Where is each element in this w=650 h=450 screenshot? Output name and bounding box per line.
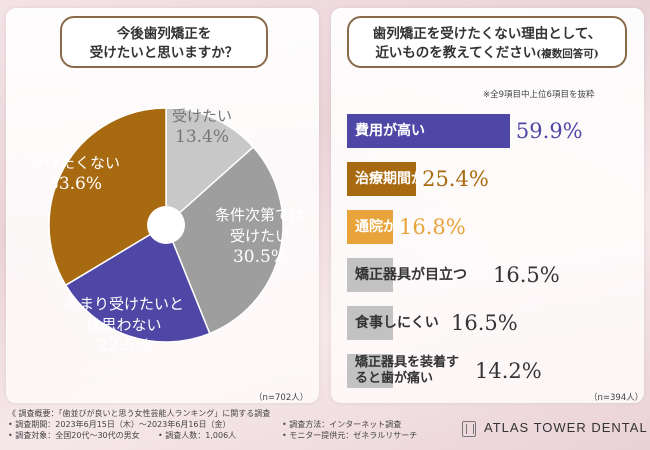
tower-logo-icon	[462, 421, 476, 437]
pie-center-hole	[147, 206, 185, 244]
bar-2	[347, 210, 393, 244]
footer: 《 調査概要：「歯並びが良いと思う女性芸能人ランキング」に関する調査 • 調査期…	[0, 407, 650, 450]
pie-label-not-really: あまり受けたいとは思わない 22.5%	[62, 294, 186, 357]
footer-provider: • モニター提供元：ゼネラルリサーチ	[282, 431, 418, 440]
bar-row: 治療期間が長い 25.4%	[347, 162, 619, 196]
pie-label-dont-want: 受けたくない 33.6%	[30, 153, 120, 195]
bar-value-label: 16.5%	[451, 311, 518, 335]
bar-row: 費用が高い 59.9%	[347, 114, 619, 148]
pie-chart	[48, 107, 284, 343]
pie-label-conditional-name: 条件次第では受けたい	[214, 206, 305, 245]
bar-row: 矯正器具を装着すると歯が痛い 14.2%	[347, 354, 619, 388]
bar-question-box: 歯列矯正を受けたくない理由として、 近いものを教えてください(複数回答可)	[347, 16, 627, 68]
pie-label-not-really-name: あまり受けたいとは思わない	[63, 295, 184, 334]
bar-3	[347, 258, 393, 292]
bar-chart-panel: 歯列矯正を受けたくない理由として、 近いものを教えてください(複数回答可) ※全…	[331, 8, 644, 403]
pie-label-want: 受けたい 13.4%	[172, 106, 232, 148]
bar-value-label: 25.4%	[422, 167, 489, 191]
bar-row: 通院が面倒 16.8%	[347, 210, 619, 244]
bar-value-label: 59.9%	[515, 119, 583, 143]
bar-question-main: 近いものを教えてください	[375, 45, 537, 61]
bar-category-label: 矯正器具を装着すると歯が痛い	[355, 355, 460, 386]
bar-sample-note: （n=394人）	[589, 393, 644, 403]
footer-method: • 調査方法：インターネット調査	[282, 420, 402, 429]
footer-overview: 《 調査概要：「歯並びが良いと思う女性芸能人ランキング」に関する調査	[8, 409, 271, 418]
footer-target: • 調査対象：全国20代～30代の男女	[8, 431, 140, 440]
bar-category-label: 矯正器具が目立つ	[355, 267, 467, 283]
brand-name: ATLAS TOWER DENTAL	[484, 420, 648, 435]
pie-sample-note: （n=702人）	[254, 393, 309, 403]
pie-question-line-2: 受けたいと思いますか？	[89, 45, 239, 61]
pie-question-box: 今後歯列矯正を 受けたいと思いますか？	[60, 16, 268, 68]
bar-question-suffix: (複数回答可)	[536, 48, 599, 60]
bar-question-line-1: 歯列矯正を受けたくない理由として、	[372, 26, 602, 42]
bar-category-label: 治療期間が長い	[355, 171, 453, 187]
pie-slice-3	[48, 107, 167, 287]
bar-0	[347, 114, 510, 148]
pie-label-conditional: 条件次第では受けたい 30.5%	[212, 205, 308, 268]
bar-value-label: 16.8%	[399, 215, 466, 239]
bar-row: 食事しにくい 16.5%	[347, 306, 619, 340]
bar-subnote: ※全9項目中上位6項目を抜粋	[483, 90, 595, 100]
bar-category-label: 通院が面倒	[355, 219, 425, 235]
bar-question-line-2: 近いものを教えてください(複数回答可)	[349, 44, 625, 64]
pie-slice-1	[165, 146, 284, 335]
bar-row: 矯正器具が目立つ 16.5%	[347, 258, 619, 292]
pie-question-line-1: 今後歯列矯正を	[116, 26, 212, 42]
pie-label-dont-want-name: 受けたくない	[30, 154, 121, 172]
bar-value-label: 16.5%	[493, 263, 560, 287]
pie-slice-2	[64, 223, 211, 343]
footer-count: • 調査人数：1,006人	[158, 431, 237, 440]
pie-label-conditional-value: 30.5%	[232, 247, 287, 267]
pie-label-dont-want-value: 33.6%	[48, 174, 103, 194]
bar-5	[347, 354, 393, 388]
bar-4	[347, 306, 393, 340]
pie-label-want-name: 受けたい	[172, 107, 233, 125]
bar-category-label: 食事しにくい	[355, 315, 439, 331]
bar-1	[347, 162, 417, 196]
pie-chart-panel: 今後歯列矯正を 受けたいと思いますか？ 受けたい 13.4% 条件次第では受けた…	[6, 8, 319, 403]
footer-period: • 調査期間：2023年6月15日（木）～2023年6月16日（金）	[8, 420, 231, 429]
bar-category-label: 費用が高い	[355, 123, 425, 139]
pie-label-want-value: 13.4%	[175, 127, 230, 147]
pie-label-not-really-value: 22.5%	[96, 336, 151, 356]
bar-value-label: 14.2%	[475, 359, 542, 383]
pie-slice-0	[165, 107, 255, 227]
